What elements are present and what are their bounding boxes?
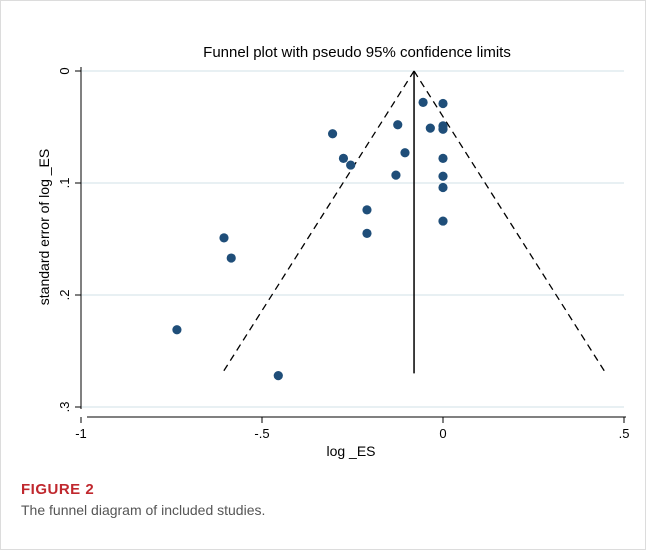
- funnel-plot-svg: Funnel plot with pseudo 95% confidence l…: [36, 44, 629, 459]
- y-axis-label: standard error of log _ES: [36, 149, 52, 305]
- x-tick-label: -.5: [254, 426, 269, 441]
- y-tick-label: .2: [57, 290, 72, 301]
- data-point: [273, 371, 283, 381]
- data-point: [172, 325, 182, 335]
- data-point: [438, 153, 448, 163]
- data-points: [172, 97, 448, 381]
- y-tick-label: 0: [57, 67, 72, 74]
- data-point: [226, 253, 236, 263]
- data-point: [327, 129, 338, 139]
- x-axis-label: log _ES: [326, 443, 375, 459]
- data-point: [418, 97, 428, 107]
- funnel-plot: Funnel plot with pseudo 95% confidence l…: [9, 9, 641, 467]
- data-point: [362, 228, 372, 238]
- caption-label: FIGURE 2: [21, 481, 95, 498]
- data-point: [438, 182, 448, 193]
- y-tick-label: .1: [57, 178, 72, 189]
- chart-title: Funnel plot with pseudo 95% confidence l…: [203, 44, 511, 61]
- figure-caption: FIGURE 2 The funnel diagram of included …: [21, 481, 621, 518]
- y-tick-label: .3: [57, 402, 72, 413]
- caption-text: The funnel diagram of included studies.: [21, 502, 266, 518]
- data-point: [438, 98, 448, 109]
- axes: 0 .1 .2 .3 -1 -.5 0 .5: [57, 67, 629, 441]
- data-point: [425, 123, 435, 133]
- x-tick-label: -1: [75, 426, 87, 441]
- data-point: [219, 233, 229, 243]
- data-point: [393, 120, 403, 130]
- x-tick-label: .5: [619, 426, 630, 441]
- data-point: [438, 124, 448, 134]
- data-point: [346, 160, 356, 170]
- funnel-lines: [221, 70, 607, 374]
- data-point: [338, 153, 349, 163]
- data-point: [438, 171, 448, 181]
- data-point: [438, 216, 448, 226]
- data-point: [391, 170, 401, 180]
- funnel-left-limit: [221, 70, 415, 374]
- gridlines: [81, 70, 624, 408]
- data-point: [362, 205, 372, 215]
- data-point: [400, 148, 410, 158]
- x-tick-label: 0: [439, 426, 446, 441]
